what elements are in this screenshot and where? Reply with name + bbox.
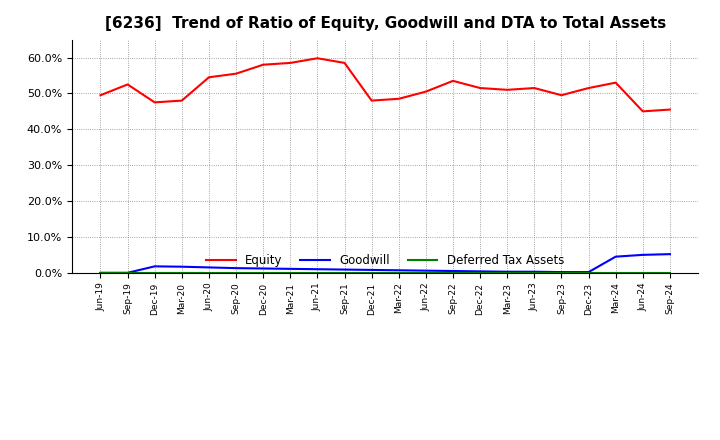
Deferred Tax Assets (96, 270, 105, 275)
Deferred Tax Assets (421, 270, 430, 275)
Goodwill (367, 267, 376, 272)
Deferred Tax Assets (611, 270, 620, 275)
Deferred Tax Assets (557, 270, 566, 275)
Equity (178, 98, 186, 103)
Equity (96, 92, 105, 98)
Deferred Tax Assets (530, 270, 539, 275)
Legend: Equity, Goodwill, Deferred Tax Assets: Equity, Goodwill, Deferred Tax Assets (202, 249, 569, 271)
Goodwill (476, 269, 485, 274)
Equity (286, 60, 294, 66)
Deferred Tax Assets (259, 270, 268, 275)
Goodwill (341, 267, 349, 272)
Goodwill (259, 266, 268, 271)
Title: [6236]  Trend of Ratio of Equity, Goodwill and DTA to Total Assets: [6236] Trend of Ratio of Equity, Goodwil… (104, 16, 666, 32)
Goodwill (96, 270, 105, 275)
Equity (611, 80, 620, 85)
Deferred Tax Assets (341, 270, 349, 275)
Deferred Tax Assets (449, 270, 457, 275)
Equity (557, 92, 566, 98)
Equity (259, 62, 268, 67)
Deferred Tax Assets (204, 270, 213, 275)
Equity (503, 87, 511, 92)
Goodwill (313, 267, 322, 272)
Goodwill (639, 252, 647, 257)
Equity (639, 109, 647, 114)
Equity (150, 100, 159, 105)
Equity (204, 75, 213, 80)
Goodwill (530, 269, 539, 275)
Equity (232, 71, 240, 76)
Equity (449, 78, 457, 84)
Deferred Tax Assets (286, 270, 294, 275)
Equity (313, 55, 322, 61)
Goodwill (611, 254, 620, 259)
Deferred Tax Assets (232, 270, 240, 275)
Equity (367, 98, 376, 103)
Equity (395, 96, 403, 102)
Goodwill (449, 268, 457, 274)
Goodwill (286, 266, 294, 271)
Goodwill (178, 264, 186, 269)
Equity (530, 85, 539, 91)
Goodwill (665, 252, 674, 257)
Deferred Tax Assets (503, 270, 511, 275)
Deferred Tax Assets (639, 270, 647, 275)
Deferred Tax Assets (367, 270, 376, 275)
Deferred Tax Assets (150, 270, 159, 275)
Goodwill (204, 265, 213, 270)
Goodwill (395, 268, 403, 273)
Goodwill (232, 265, 240, 271)
Goodwill (150, 264, 159, 269)
Deferred Tax Assets (395, 270, 403, 275)
Line: Goodwill: Goodwill (101, 254, 670, 273)
Goodwill (421, 268, 430, 273)
Equity (421, 89, 430, 94)
Deferred Tax Assets (584, 270, 593, 275)
Line: Equity: Equity (101, 58, 670, 111)
Equity (341, 60, 349, 66)
Goodwill (557, 269, 566, 275)
Goodwill (503, 269, 511, 275)
Deferred Tax Assets (178, 270, 186, 275)
Equity (665, 107, 674, 112)
Goodwill (584, 269, 593, 275)
Equity (476, 85, 485, 91)
Deferred Tax Assets (123, 270, 132, 275)
Equity (123, 82, 132, 87)
Deferred Tax Assets (476, 270, 485, 275)
Deferred Tax Assets (313, 270, 322, 275)
Deferred Tax Assets (665, 270, 674, 275)
Equity (584, 85, 593, 91)
Goodwill (123, 270, 132, 275)
